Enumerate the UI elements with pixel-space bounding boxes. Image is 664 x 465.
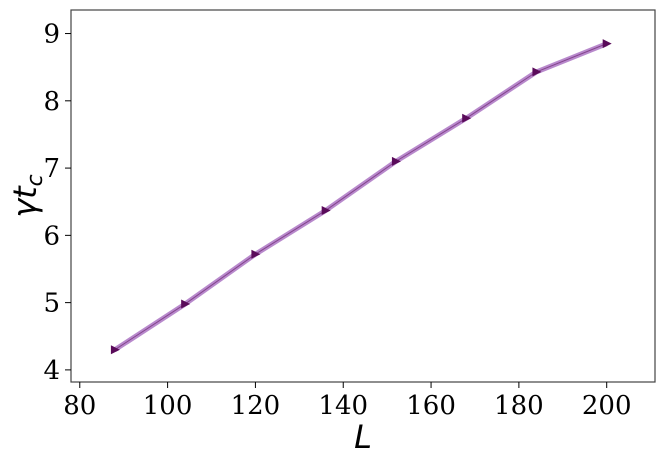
x-axis: 80 100 120 140 160 180 200: [63, 382, 632, 421]
data-point-marker: [602, 39, 612, 49]
x-tick-label: 80: [63, 391, 96, 421]
data-point-marker: [110, 345, 120, 355]
y-axis: 4 5 6 7 8 9: [43, 20, 71, 386]
x-tick-label: 180: [494, 391, 544, 421]
y-axis-label-main: γt: [6, 185, 44, 218]
data-point-marker: [181, 299, 191, 309]
series-line: [114, 43, 607, 351]
axes-frame: [70, 9, 656, 383]
y-tick-label: 7: [43, 154, 60, 184]
data-point-marker: [391, 156, 401, 166]
y-tick-label: 9: [43, 20, 60, 50]
y-tick-label: 8: [43, 87, 60, 117]
plot-area: [110, 39, 612, 355]
y-tick-label: 5: [43, 289, 60, 319]
data-point-marker: [251, 249, 261, 259]
x-tick-label: 120: [231, 391, 281, 421]
data-point-marker: [532, 67, 542, 77]
x-tick-label: 160: [406, 391, 456, 421]
x-axis-label: L: [354, 418, 372, 456]
y-axis-label-subscript: c: [23, 174, 48, 186]
data-point-marker: [321, 205, 331, 215]
y-tick-label: 6: [43, 221, 60, 251]
data-point-marker: [462, 113, 472, 123]
x-tick-label: 200: [582, 391, 632, 421]
x-tick-label: 100: [143, 391, 193, 421]
y-tick-label: 4: [43, 356, 60, 386]
y-axis-label: γtc: [6, 174, 48, 218]
x-tick-label: 140: [318, 391, 368, 421]
